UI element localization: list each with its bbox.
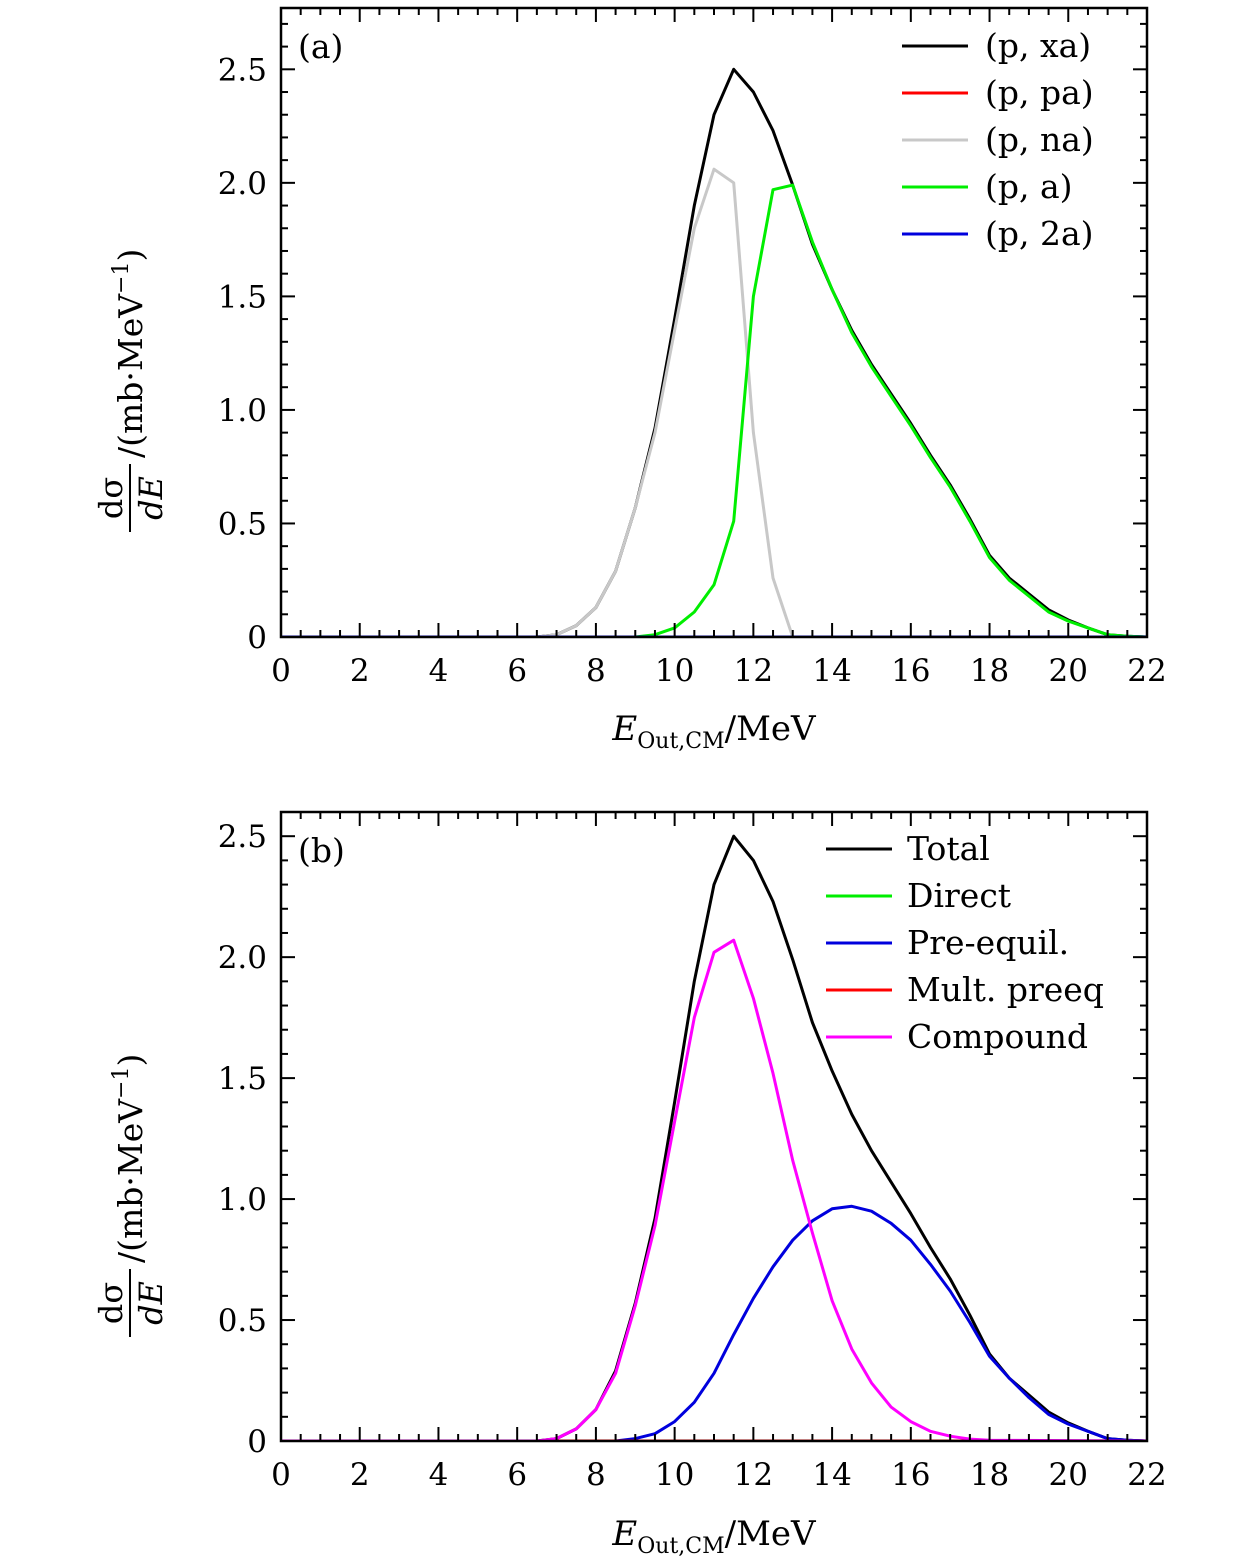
legend-label: (p, pa) [985,73,1094,112]
y-axis-label-unit-sup: −1 [109,262,134,294]
panel-label: (a) [298,27,343,66]
x-tick-label: 8 [586,1457,606,1493]
x-tick-label: 18 [970,653,1009,689]
y-axis-label-unit-close: ) [111,249,150,262]
x-tick-label: 10 [655,1457,694,1493]
y-axis-label-numerator: dσ [92,1282,130,1324]
y-axis-label-denominator: dE [132,476,170,520]
y-tick-label: 2.5 [218,52,267,88]
x-axis: 0 2 4 6 8 10 12 14 16 18 20 22 [271,8,1167,689]
series-group [281,834,1147,1441]
x-tick-label: 14 [812,1457,851,1493]
y-axis-label-unit-main: /(mb·MeV [111,1098,150,1263]
x-axis-label-subscript: Out,CM [637,729,724,754]
y-tick-label: 1.5 [218,279,267,315]
x-tick-label: 12 [734,1457,773,1493]
panel-a: 0 2 4 6 8 10 12 14 16 18 20 22 0 0.5 1.0 1.5 2.0 2.5 (a) (p… [92,6,1167,754]
x-axis-label-symbol: E [611,1514,637,1554]
x-tick-label: 20 [1049,653,1088,689]
legend-label: Direct [907,876,1011,915]
y-axis-label-unit-sup: −1 [109,1067,134,1099]
y-tick-label: 1.0 [218,1182,267,1218]
legend-label: (p, a) [985,167,1073,206]
panel-label: (b) [298,831,345,870]
y-tick-label: 0 [247,620,267,656]
legend: Total Direct Pre-equil. Mult. preeq Compound [826,829,1104,1056]
x-tick-label: 6 [507,653,527,689]
x-tick-label: 0 [271,1457,291,1493]
x-axis-label-subscript: Out,CM [637,1534,724,1559]
y-tick-label: 0.5 [218,506,267,542]
x-tick-label: 2 [350,1457,370,1493]
legend-label: Pre-equil. [907,923,1069,962]
x-tick-label: 22 [1127,653,1166,689]
plot-frame [279,810,1149,1443]
x-tick-label: 14 [812,653,851,689]
series-line-4 [281,938,1147,1441]
x-tick-label: 18 [970,1457,1009,1493]
x-axis-label-unit: /MeV [725,709,817,749]
series-line-3 [281,183,1147,637]
x-tick-label: 0 [271,653,291,689]
x-tick-label: 2 [350,653,370,689]
x-tick-label: 4 [429,1457,449,1493]
legend: (p, xa) (p, pa) (p, na) (p, a) (p, 2a) [902,26,1094,253]
x-tick-label: 16 [891,1457,930,1493]
y-axis-label-unit: /(mb·MeV−1) [109,249,150,458]
y-axis-label-numerator: dσ [92,477,130,519]
legend-label: Total [907,829,990,868]
y-tick-label: 0.5 [218,1303,267,1339]
y-axis-label-unit-close: ) [111,1054,150,1067]
x-axis-label: EOut,CM/MeV [611,1514,817,1559]
y-axis: 0 0.5 1.0 1.5 2.0 2.5 [218,22,1147,656]
x-axis-label-unit: /MeV [725,1514,817,1554]
y-tick-label: 2.0 [218,166,267,202]
series-group [281,67,1147,637]
x-tick-label: 20 [1049,1457,1088,1493]
x-tick-label: 10 [655,653,694,689]
x-tick-label: 12 [734,653,773,689]
series-line-2 [281,1204,1147,1441]
x-axis: 0 2 4 6 8 10 12 14 16 18 20 22 [271,812,1167,1493]
y-axis-label-denominator: dE [132,1281,170,1325]
y-tick-label: 1.5 [218,1061,267,1097]
legend-label: Compound [907,1017,1088,1056]
legend-label: (p, xa) [985,26,1091,65]
panel-b: 0 2 4 6 8 10 12 14 16 18 20 22 0 0.5 1.0 1.5 2.0 2.5 (b) To… [92,810,1167,1559]
x-tick-label: 22 [1127,1457,1166,1493]
y-axis-label: dσ dE /(mb·MeV−1) [92,249,170,532]
legend-label: (p, 2a) [985,214,1094,253]
y-axis: 0 0.5 1.0 1.5 2.0 2.5 [218,811,1147,1460]
y-tick-label: 1.0 [218,393,267,429]
x-tick-label: 6 [507,1457,527,1493]
y-axis-label: dσ dE /(mb·MeV−1) [92,1054,170,1337]
x-tick-label: 8 [586,653,606,689]
y-tick-label: 2.5 [218,819,267,855]
x-axis-label: EOut,CM/MeV [611,709,817,754]
y-tick-label: 2.0 [218,940,267,976]
y-axis-label-unit: /(mb·MeV−1) [109,1054,150,1263]
series-line-2 [281,167,1147,637]
x-tick-label: 16 [891,653,930,689]
x-tick-label: 4 [429,653,449,689]
y-tick-label: 0 [247,1424,267,1460]
x-axis-label-symbol: E [611,709,637,749]
legend-label: Mult. preeq [907,970,1104,1009]
y-axis-label-unit-main: /(mb·MeV [111,293,150,458]
legend-label: (p, na) [985,120,1094,159]
